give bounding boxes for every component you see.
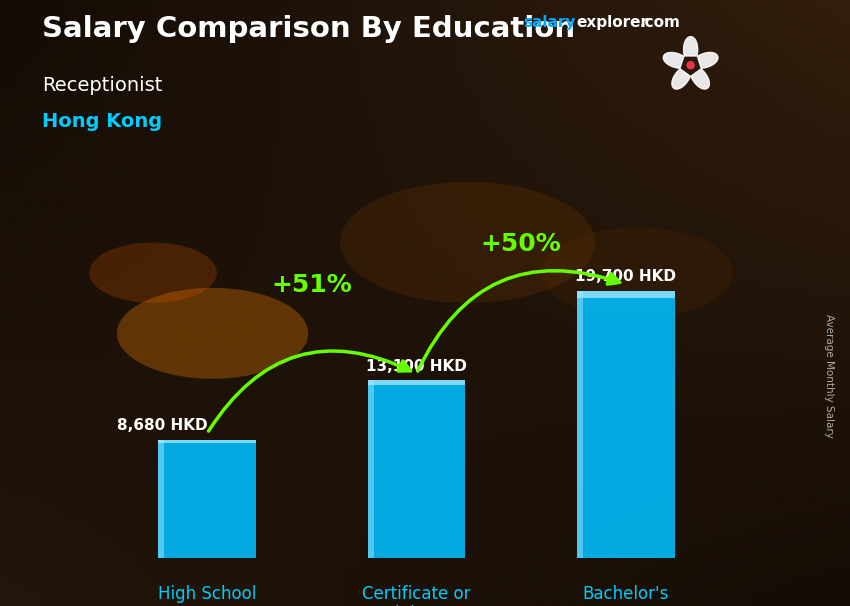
Ellipse shape	[89, 242, 217, 303]
Text: High School: High School	[158, 585, 256, 602]
Text: Certificate or
Diploma: Certificate or Diploma	[362, 585, 471, 606]
Text: .com: .com	[639, 15, 680, 30]
Text: explorer: explorer	[576, 15, 649, 30]
FancyBboxPatch shape	[158, 440, 256, 558]
FancyBboxPatch shape	[158, 440, 256, 443]
FancyBboxPatch shape	[577, 291, 675, 298]
Polygon shape	[691, 69, 710, 89]
Polygon shape	[672, 69, 690, 89]
Text: +51%: +51%	[271, 273, 352, 296]
Text: Average Monthly Salary: Average Monthly Salary	[824, 314, 834, 438]
Polygon shape	[663, 53, 684, 68]
Ellipse shape	[340, 182, 595, 303]
FancyBboxPatch shape	[368, 381, 465, 558]
Ellipse shape	[542, 227, 733, 318]
Text: 8,680 HKD: 8,680 HKD	[116, 418, 207, 433]
FancyBboxPatch shape	[158, 440, 164, 558]
FancyBboxPatch shape	[577, 291, 675, 558]
Text: Salary Comparison By Education: Salary Comparison By Education	[42, 15, 575, 43]
Circle shape	[687, 62, 694, 68]
Ellipse shape	[117, 288, 308, 379]
Polygon shape	[697, 53, 718, 68]
Text: Bachelor's
Degree: Bachelor's Degree	[583, 585, 669, 606]
FancyBboxPatch shape	[577, 291, 583, 558]
FancyBboxPatch shape	[368, 381, 374, 558]
FancyBboxPatch shape	[368, 381, 465, 385]
Text: salary: salary	[523, 15, 575, 30]
Text: 13,100 HKD: 13,100 HKD	[366, 359, 467, 374]
Text: 19,700 HKD: 19,700 HKD	[575, 270, 677, 284]
Polygon shape	[683, 36, 698, 56]
Text: +50%: +50%	[481, 232, 562, 256]
Text: Receptionist: Receptionist	[42, 76, 163, 95]
Text: Hong Kong: Hong Kong	[42, 112, 162, 131]
